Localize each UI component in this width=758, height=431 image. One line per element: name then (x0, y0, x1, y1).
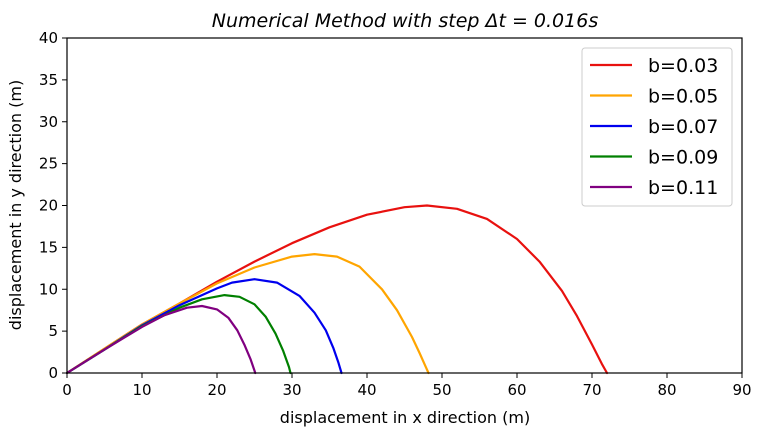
y-axis-ticks: 0 5 10 15 20 25 30 35 40 (39, 29, 67, 382)
x-axis-ticks: 0 10 20 30 40 50 60 70 80 90 (62, 373, 752, 399)
legend-label: b=0.09 (648, 147, 718, 169)
x-tick-label: 10 (132, 381, 151, 399)
legend-label: b=0.07 (648, 116, 718, 138)
x-tick-label: 80 (657, 381, 676, 399)
y-tick-label: 25 (39, 155, 58, 173)
series-lines (65, 204, 609, 375)
legend-box (581, 47, 733, 207)
series-line-4 (65, 304, 257, 375)
x-tick-label: 60 (507, 381, 526, 399)
y-tick-label: 40 (39, 29, 58, 47)
legend: b=0.03 b=0.05 b=0.07 b=0.09 b=0.11 (581, 47, 733, 207)
x-tick-label: 30 (282, 381, 301, 399)
legend-label: b=0.11 (648, 177, 718, 199)
y-tick-label: 15 (39, 238, 58, 256)
chart-title: Numerical Method with step Δt = 0.016s (212, 10, 599, 32)
legend-label: b=0.03 (648, 55, 718, 77)
y-tick-label: 0 (48, 364, 58, 382)
x-tick-label: 50 (432, 381, 451, 399)
y-tick-label: 30 (39, 113, 58, 131)
legend-label: b=0.05 (648, 86, 718, 108)
x-tick-label: 20 (207, 381, 226, 399)
y-tick-label: 5 (48, 322, 58, 340)
series-line-1 (65, 253, 430, 375)
x-tick-label: 40 (357, 381, 376, 399)
y-axis-label: displacement in y direction (m) (6, 80, 25, 330)
y-tick-label: 20 (39, 197, 58, 215)
x-tick-label: 0 (62, 381, 72, 399)
x-axis-label: displacement in x direction (m) (280, 408, 530, 427)
y-tick-label: 35 (39, 71, 58, 89)
x-tick-label: 70 (582, 381, 601, 399)
x-tick-label: 90 (732, 381, 751, 399)
y-tick-label: 10 (39, 280, 58, 298)
